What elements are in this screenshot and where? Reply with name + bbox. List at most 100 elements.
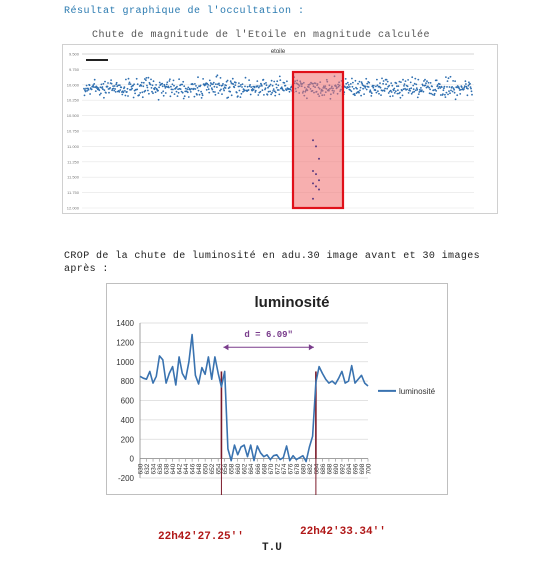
data-point — [423, 80, 425, 82]
data-point — [447, 93, 449, 96]
data-point — [118, 84, 121, 87]
data-point — [362, 87, 364, 90]
data-point — [388, 84, 391, 87]
data-point — [397, 85, 400, 87]
y-tick-label: 9.500 — [69, 52, 80, 57]
data-point — [263, 82, 266, 85]
data-point — [417, 93, 420, 95]
data-point — [90, 88, 93, 91]
data-point — [243, 89, 246, 92]
data-point — [397, 89, 399, 92]
drop-point — [315, 173, 317, 176]
data-point — [403, 85, 405, 87]
data-point — [354, 79, 357, 82]
data-point — [200, 97, 203, 99]
data-point — [275, 83, 278, 86]
data-point — [210, 87, 213, 90]
data-point — [252, 89, 255, 91]
y-tick-label: 400 — [121, 416, 135, 425]
chart-title: luminosité — [254, 294, 329, 311]
y-tick-label: 10.250 — [67, 98, 80, 103]
data-point — [344, 86, 347, 89]
data-point — [272, 90, 274, 92]
data-point — [206, 82, 209, 85]
data-point — [218, 84, 221, 87]
data-point — [382, 82, 384, 85]
data-point — [239, 85, 241, 88]
data-point — [85, 84, 88, 87]
data-point — [172, 88, 174, 91]
data-point — [270, 79, 273, 82]
data-point — [271, 84, 274, 87]
legend-label: luminosité — [399, 387, 436, 396]
data-point — [407, 79, 409, 81]
data-point — [202, 78, 205, 80]
data-point — [168, 86, 170, 89]
data-point — [383, 90, 386, 92]
x-tick-label: 636 — [157, 463, 164, 474]
data-point — [235, 91, 238, 94]
data-point — [469, 82, 471, 85]
data-point — [411, 76, 414, 79]
data-point — [391, 84, 394, 87]
data-point — [413, 90, 416, 93]
luminosity-series-line — [139, 333, 369, 463]
data-point — [121, 93, 124, 96]
data-point — [277, 84, 280, 87]
data-point — [83, 94, 86, 97]
data-point — [393, 92, 396, 94]
y-tick-label: 11.750 — [67, 190, 80, 195]
data-point — [263, 94, 265, 96]
data-point — [165, 85, 168, 88]
magnitude-chart-svg: etoile 9.500 9.750 10.000 10.250 10.500 10.750… — [62, 44, 498, 214]
data-point — [421, 89, 423, 91]
data-point — [369, 91, 372, 93]
data-point — [408, 88, 411, 90]
chart-title: etoile — [271, 49, 286, 55]
data-point — [463, 86, 466, 89]
data-point — [254, 89, 257, 92]
data-point — [126, 87, 129, 90]
data-point — [146, 86, 149, 89]
data-point — [271, 91, 273, 94]
data-point — [144, 89, 147, 92]
data-point — [132, 84, 134, 87]
data-point — [211, 88, 214, 91]
data-point — [402, 88, 405, 91]
data-point — [350, 90, 353, 93]
data-point — [211, 83, 214, 86]
data-point — [175, 90, 178, 93]
data-point — [410, 92, 413, 95]
x-tick-label: 660 — [235, 463, 242, 474]
data-point — [426, 80, 428, 83]
data-point — [447, 77, 450, 80]
data-point — [199, 84, 202, 87]
data-point — [149, 83, 152, 86]
data-point — [453, 91, 456, 94]
x-tick-label: 678 — [294, 463, 301, 474]
data-point — [428, 92, 431, 95]
data-point — [396, 92, 399, 95]
data-point — [427, 85, 429, 88]
data-point — [445, 76, 447, 78]
x-tick-label: 684 — [313, 463, 320, 474]
x-tick-label: 668 — [261, 463, 268, 474]
data-point — [372, 84, 375, 87]
data-point — [424, 78, 426, 81]
data-point — [239, 96, 242, 98]
data-point — [181, 91, 184, 94]
data-point — [112, 87, 115, 90]
data-point — [399, 96, 402, 99]
data-point — [103, 89, 106, 92]
data-point — [161, 85, 164, 88]
data-point — [435, 90, 438, 92]
data-point — [98, 93, 101, 96]
data-point — [120, 86, 123, 89]
data-point — [158, 81, 161, 84]
x-tick-label: 662 — [242, 463, 249, 474]
data-point — [454, 80, 456, 83]
data-point — [439, 94, 442, 96]
data-point — [103, 96, 105, 99]
data-point — [390, 82, 393, 84]
data-point — [367, 86, 370, 88]
